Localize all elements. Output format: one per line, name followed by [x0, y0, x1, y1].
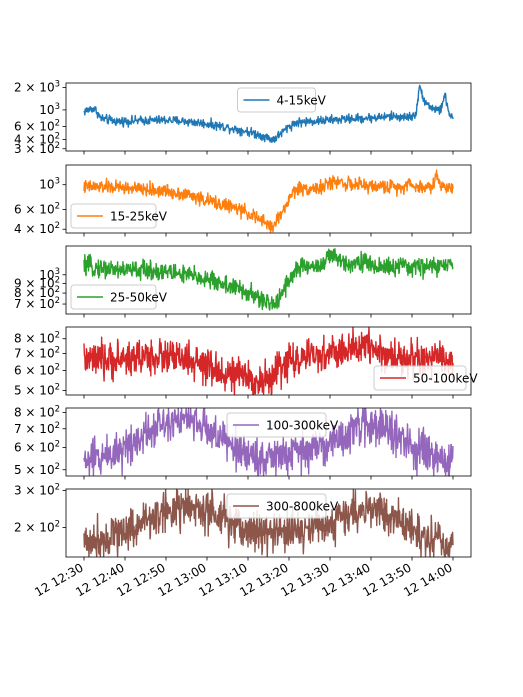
legend-label: 15-25keV: [110, 210, 168, 224]
y-tick-label: 6 × 102: [14, 118, 60, 133]
y-tick-label: 4 × 102: [14, 221, 60, 236]
y-tick-label: 2 × 103: [14, 80, 60, 95]
y-tick-label: 8 × 102: [14, 404, 60, 419]
y-tick-label: 103: [39, 177, 60, 192]
y-tick-label: 3 × 102: [14, 483, 60, 498]
legend-100-300keV: 100-300keV: [227, 413, 339, 437]
y-tick-label: 103: [39, 102, 60, 117]
y-tick-label: 2 × 102: [14, 520, 60, 535]
y-tick-label: 6 × 102: [14, 440, 60, 455]
legend-4-15keV: 4-15keV: [238, 88, 327, 112]
y-tick-label: 7 × 102: [14, 345, 60, 360]
legend-label: 300-800keV: [266, 500, 339, 514]
y-tick-label: 6 × 102: [14, 202, 60, 217]
y-tick-label: 5 × 102: [14, 462, 60, 477]
panel-300-800keV: 3 × 102 2 × 102 300-800keV: [14, 483, 471, 561]
panel-15-25keV: 103 6 × 102 4 × 102 15-25keV: [14, 165, 471, 237]
y-tick-label: 8 × 102: [14, 331, 60, 346]
y-tick-label: 6 × 102: [14, 362, 60, 377]
y-tick-label: 3 × 102: [14, 141, 60, 156]
legend-15-25keV: 15-25keV: [71, 204, 168, 228]
panel-100-300keV: 8 × 102 7 × 102 6 × 102 5 × 102 100-300keV: [14, 404, 471, 479]
y-tick-label: 5 × 102: [14, 383, 60, 398]
legend-50-100keV: 50-100keV: [374, 366, 478, 390]
legend-label: 25-50keV: [110, 291, 168, 305]
y-tick-label: 7 × 102: [14, 421, 60, 436]
y-tick-label: 7 × 102: [14, 296, 60, 311]
legend-25-50keV: 25-50keV: [71, 285, 168, 309]
legend-label: 50-100keV: [413, 372, 478, 386]
legend-300-800keV: 300-800keV: [227, 494, 339, 518]
legend-label: 100-300keV: [266, 419, 339, 433]
legend-label: 4-15keV: [277, 94, 327, 108]
